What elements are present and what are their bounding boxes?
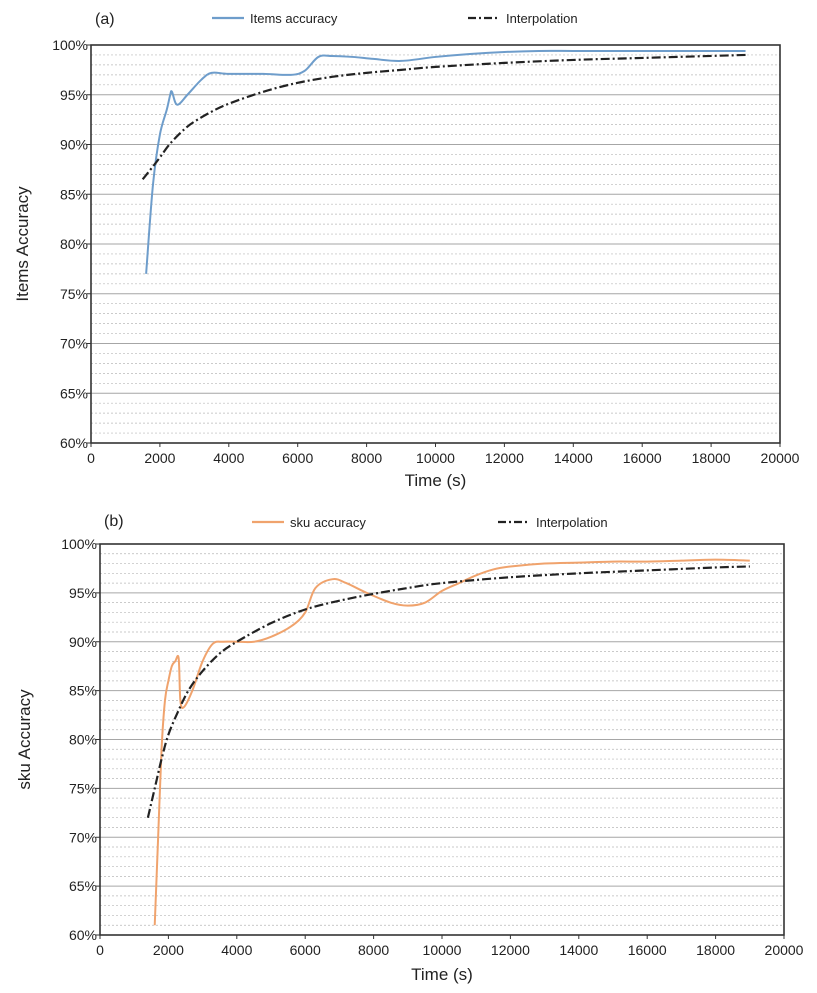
series-line-interpolation [141, 53, 746, 181]
legend-entry: sku accuracy [252, 515, 366, 530]
x-tick-label: 2000 [153, 942, 184, 958]
y-tick-label: 80% [69, 732, 97, 748]
x-tick-label: 20000 [761, 450, 800, 466]
x-tick-label: 18000 [696, 942, 735, 958]
x-tick-label: 4000 [213, 450, 244, 466]
y-tick-label: 100% [61, 536, 97, 552]
y-tick-label: 60% [60, 435, 88, 451]
y-tick-label: 95% [60, 87, 88, 103]
legend-entry: Interpolation [468, 11, 578, 26]
panel-label: (a) [95, 11, 115, 28]
legend-entry: Items accuracy [212, 11, 338, 26]
x-tick-label: 18000 [692, 450, 731, 466]
x-tick-label: 6000 [282, 450, 313, 466]
legend-label: Items accuracy [250, 11, 338, 26]
panel-label: (b) [104, 513, 124, 530]
y-axis-label: sku Accuracy [15, 689, 34, 790]
legend-entry: Interpolation [498, 515, 608, 530]
y-tick-label: 85% [69, 683, 97, 699]
x-tick-label: 14000 [554, 450, 593, 466]
y-tick-label: 90% [69, 634, 97, 650]
x-tick-label: 10000 [416, 450, 455, 466]
x-tick-label: 12000 [485, 450, 524, 466]
x-axis-label: Time (s) [411, 965, 473, 984]
y-tick-label: 90% [60, 137, 88, 153]
y-tick-label: 75% [60, 286, 88, 302]
legend-label: sku accuracy [290, 515, 366, 530]
x-tick-label: 2000 [144, 450, 175, 466]
y-tick-label: 70% [69, 829, 97, 845]
legend-label: Interpolation [506, 11, 578, 26]
y-tick-labels: 60% 65% 70% 75% 80% 85% 90% 95% 100% [61, 536, 100, 943]
y-tick-label: 80% [60, 236, 88, 252]
x-tick-label: 10000 [423, 942, 462, 958]
x-tick-label: 0 [96, 942, 104, 958]
series-line-accuracy [145, 49, 746, 274]
gridlines [100, 543, 784, 926]
series-line-interpolation [146, 565, 750, 818]
y-tick-labels: 60% 65% 70% 75% 80% 85% 90% 95% 100% [52, 37, 91, 451]
x-tick-labels: 0 2000 4000 6000 8000 10000 12000 14000 16000 180… [96, 935, 804, 958]
x-tick-labels: 0 2000 4000 6000 8000 10000 12000 14000 16000 180… [87, 443, 800, 466]
y-tick-label: 70% [60, 336, 88, 352]
series-line-accuracy [153, 558, 750, 926]
y-tick-label: 75% [69, 780, 97, 796]
x-tick-label: 0 [87, 450, 95, 466]
x-tick-label: 4000 [221, 942, 252, 958]
x-tick-label: 6000 [290, 942, 321, 958]
x-tick-label: 8000 [358, 942, 389, 958]
chart-panel-2: 60% 65% 70% 75% 80% 85% 90% 95% 100% 0 2000 4000 600… [15, 513, 804, 984]
x-tick-label: 16000 [623, 450, 662, 466]
x-tick-label: 14000 [559, 942, 598, 958]
x-tick-label: 20000 [765, 942, 804, 958]
chart-panel-1: 60% 65% 70% 75% 80% 85% 90% 95% 100% 0 2000 4000 600… [13, 11, 800, 490]
y-tick-label: 65% [69, 878, 97, 894]
y-tick-label: 95% [69, 585, 97, 601]
gridlines [91, 44, 780, 434]
legend-label: Interpolation [536, 515, 608, 530]
x-axis-label: Time (s) [405, 471, 467, 490]
x-tick-label: 16000 [628, 942, 667, 958]
y-tick-label: 85% [60, 186, 88, 202]
x-tick-label: 12000 [491, 942, 530, 958]
y-tick-label: 65% [60, 385, 88, 401]
y-tick-label: 100% [52, 37, 88, 53]
x-tick-label: 8000 [351, 450, 382, 466]
y-tick-label: 60% [69, 927, 97, 943]
y-axis-label: Items Accuracy [13, 186, 32, 302]
